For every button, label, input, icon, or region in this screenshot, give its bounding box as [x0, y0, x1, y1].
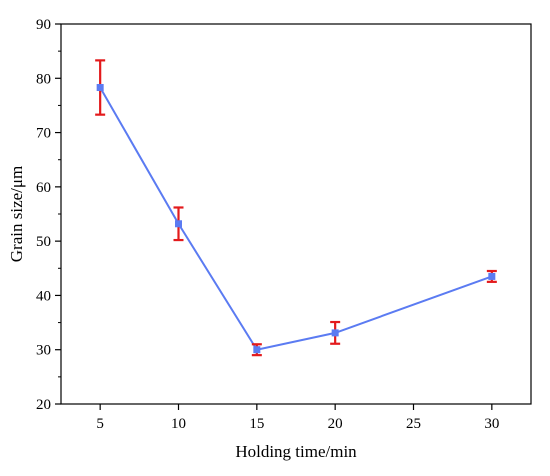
x-tick-label: 25 [406, 416, 421, 432]
y-tick-label: 60 [36, 180, 51, 196]
series-line [99, 87, 493, 351]
plot-area-series [95, 59, 497, 357]
x-tick-label: 20 [328, 416, 343, 432]
y-axis-ticks: 20 30 40 50 60 70 80 90 [36, 17, 61, 413]
data-point [253, 346, 261, 354]
y-tick-label: 70 [36, 126, 51, 142]
x-axis-ticks: 5 10 15 20 25 30 [96, 404, 499, 432]
y-axis-title: Grain size/μm [7, 166, 26, 262]
y-tick-label: 90 [36, 17, 51, 33]
x-tick-label: 15 [249, 416, 264, 432]
y-tick-label: 30 [36, 343, 51, 359]
y-tick-label: 40 [36, 288, 51, 304]
y-tick-label: 50 [36, 234, 51, 250]
plot-frame [60, 23, 532, 405]
data-point [96, 84, 104, 92]
x-tick-label: 30 [484, 416, 499, 432]
x-tick-label: 5 [96, 416, 104, 432]
data-point [488, 272, 496, 280]
x-tick-label: 10 [171, 416, 186, 432]
data-point [331, 329, 339, 337]
y-tick-label: 80 [36, 71, 51, 87]
data-point [175, 220, 182, 228]
y-tick-label: 20 [36, 397, 51, 413]
x-axis-title: Holding time/min [235, 442, 357, 461]
